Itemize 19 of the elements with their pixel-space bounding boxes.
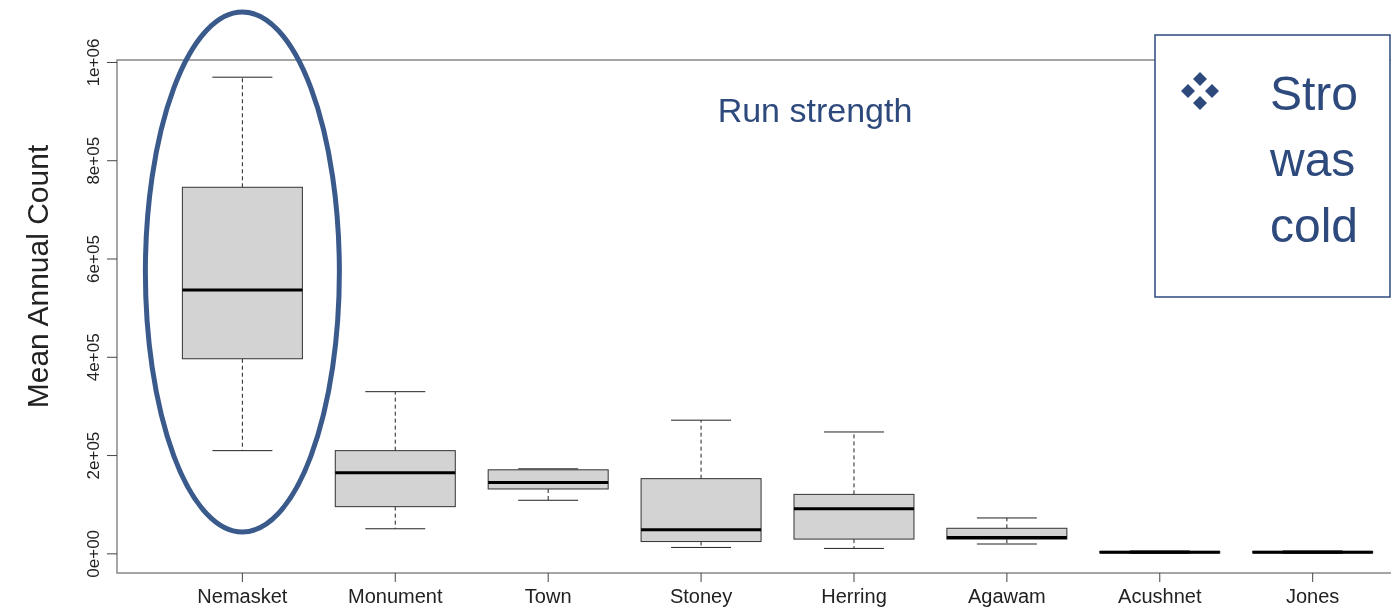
x-tick-label: Nemasket <box>197 585 288 607</box>
x-tick-label: Herring <box>821 585 887 607</box>
annotation: Run strength <box>717 91 913 129</box>
y-tick-label: 4e+05 <box>84 333 103 382</box>
annotation: cold <box>1270 199 1359 252</box>
y-tick-label: 6e+05 <box>84 235 103 283</box>
y-tick-label: 1e+06 <box>84 38 103 87</box>
x-tick-label: Agawam <box>967 585 1046 607</box>
y-tick-label: 2e+05 <box>84 431 103 480</box>
y-tick-label: 0e+00 <box>84 529 103 578</box>
x-tick-label: Town <box>524 585 572 607</box>
x-tick-label: Monument <box>348 585 443 607</box>
y-tick-label: 8e+05 <box>84 136 103 185</box>
x-tick-label: Stoney <box>669 585 733 607</box>
annotation: was <box>1269 133 1356 186</box>
x-tick-label: Acushnet <box>1118 585 1202 607</box>
y-axis-title: Mean Annual Count <box>21 144 54 409</box>
annotation: Stro <box>1270 67 1359 120</box>
x-tick-label: Jones <box>1285 585 1340 607</box>
